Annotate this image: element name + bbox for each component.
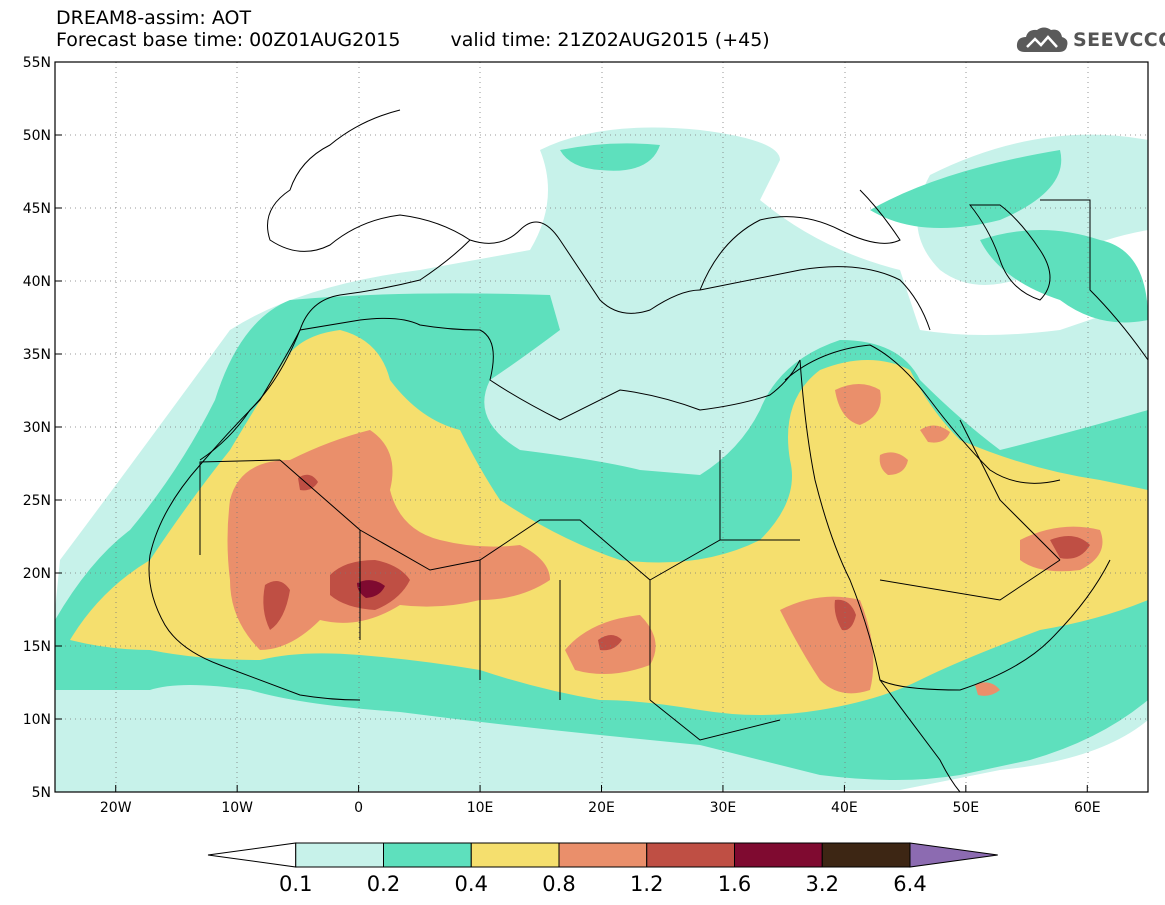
- lat-tick-label: 55N: [23, 55, 51, 71]
- colorbar-label: 0.4: [455, 872, 488, 896]
- colorbar-swatch: [470, 842, 560, 868]
- logo-text: SEEVCCC: [1073, 29, 1165, 51]
- longitude-tick-labels: 20W 10W 0 10E 20E 30E 40E 50E 60E: [100, 785, 1101, 816]
- lat-tick-label: 20N: [23, 566, 51, 582]
- lon-tick-label: 20E: [588, 800, 615, 816]
- lon-tick-label: 20W: [100, 800, 132, 816]
- colorbar-label: 1.6: [718, 872, 751, 896]
- colorbar-swatch: [734, 842, 823, 868]
- lat-tick-label: 50N: [23, 128, 51, 144]
- lon-tick-label: 50E: [952, 800, 979, 816]
- coastlines: [148, 109, 1148, 792]
- colorbar-label: 1.2: [630, 872, 663, 896]
- latitude-tick-labels: 55N 50N 45N 40N 35N 30N 25N 20N 15N 10N 5N: [23, 55, 62, 801]
- colorbar: 0.1 0.2 0.4 0.8 1.2 1.6 3.2 6.4: [207, 842, 998, 896]
- seevccc-logo: SEEVCCC: [1015, 24, 1165, 56]
- lat-tick-label: 10N: [23, 712, 51, 728]
- colorbar-under-triangle: [207, 842, 297, 868]
- aot-contour-1.6: [357, 580, 385, 598]
- colorbar-label: 6.4: [893, 872, 926, 896]
- lon-tick-label: 0: [354, 800, 363, 816]
- lat-tick-label: 45N: [23, 201, 51, 217]
- cloud-icon: [1016, 27, 1068, 52]
- lon-tick-label: 10E: [467, 800, 494, 816]
- colorbar-label: 0.1: [279, 872, 312, 896]
- map-title: DREAM8-assim: AOT: [56, 7, 252, 29]
- colorbar-label: 3.2: [806, 872, 839, 896]
- lon-tick-label: 40E: [831, 800, 858, 816]
- lon-tick-label: 30E: [710, 800, 737, 816]
- colorbar-label: 0.8: [542, 872, 575, 896]
- lat-tick-label: 30N: [23, 420, 51, 436]
- lat-tick-label: 35N: [23, 347, 51, 363]
- lat-tick-label: 15N: [23, 639, 51, 655]
- base-time-label: Forecast base time: 00Z01AUG2015: [56, 29, 401, 51]
- colorbar-over-triangle: [909, 842, 998, 868]
- valid-time-label: valid time: 21Z02AUG2015 (+45): [450, 29, 770, 51]
- colorbar-swatch: [383, 842, 472, 868]
- colorbar-swatch: [558, 842, 648, 868]
- colorbar-swatch: [295, 842, 384, 868]
- colorbar-swatch: [821, 842, 911, 868]
- aot-field: [55, 62, 1148, 792]
- lat-tick-label: 5N: [32, 785, 51, 801]
- lat-tick-label: 40N: [23, 274, 51, 290]
- colorbar-label: 0.2: [367, 872, 400, 896]
- lon-tick-label: 60E: [1074, 800, 1101, 816]
- lat-tick-label: 25N: [23, 493, 51, 509]
- lon-tick-label: 10W: [221, 800, 253, 816]
- colorbar-swatch: [646, 842, 735, 868]
- forecast-times: Forecast base time: 00Z01AUG2015 valid ti…: [56, 30, 770, 50]
